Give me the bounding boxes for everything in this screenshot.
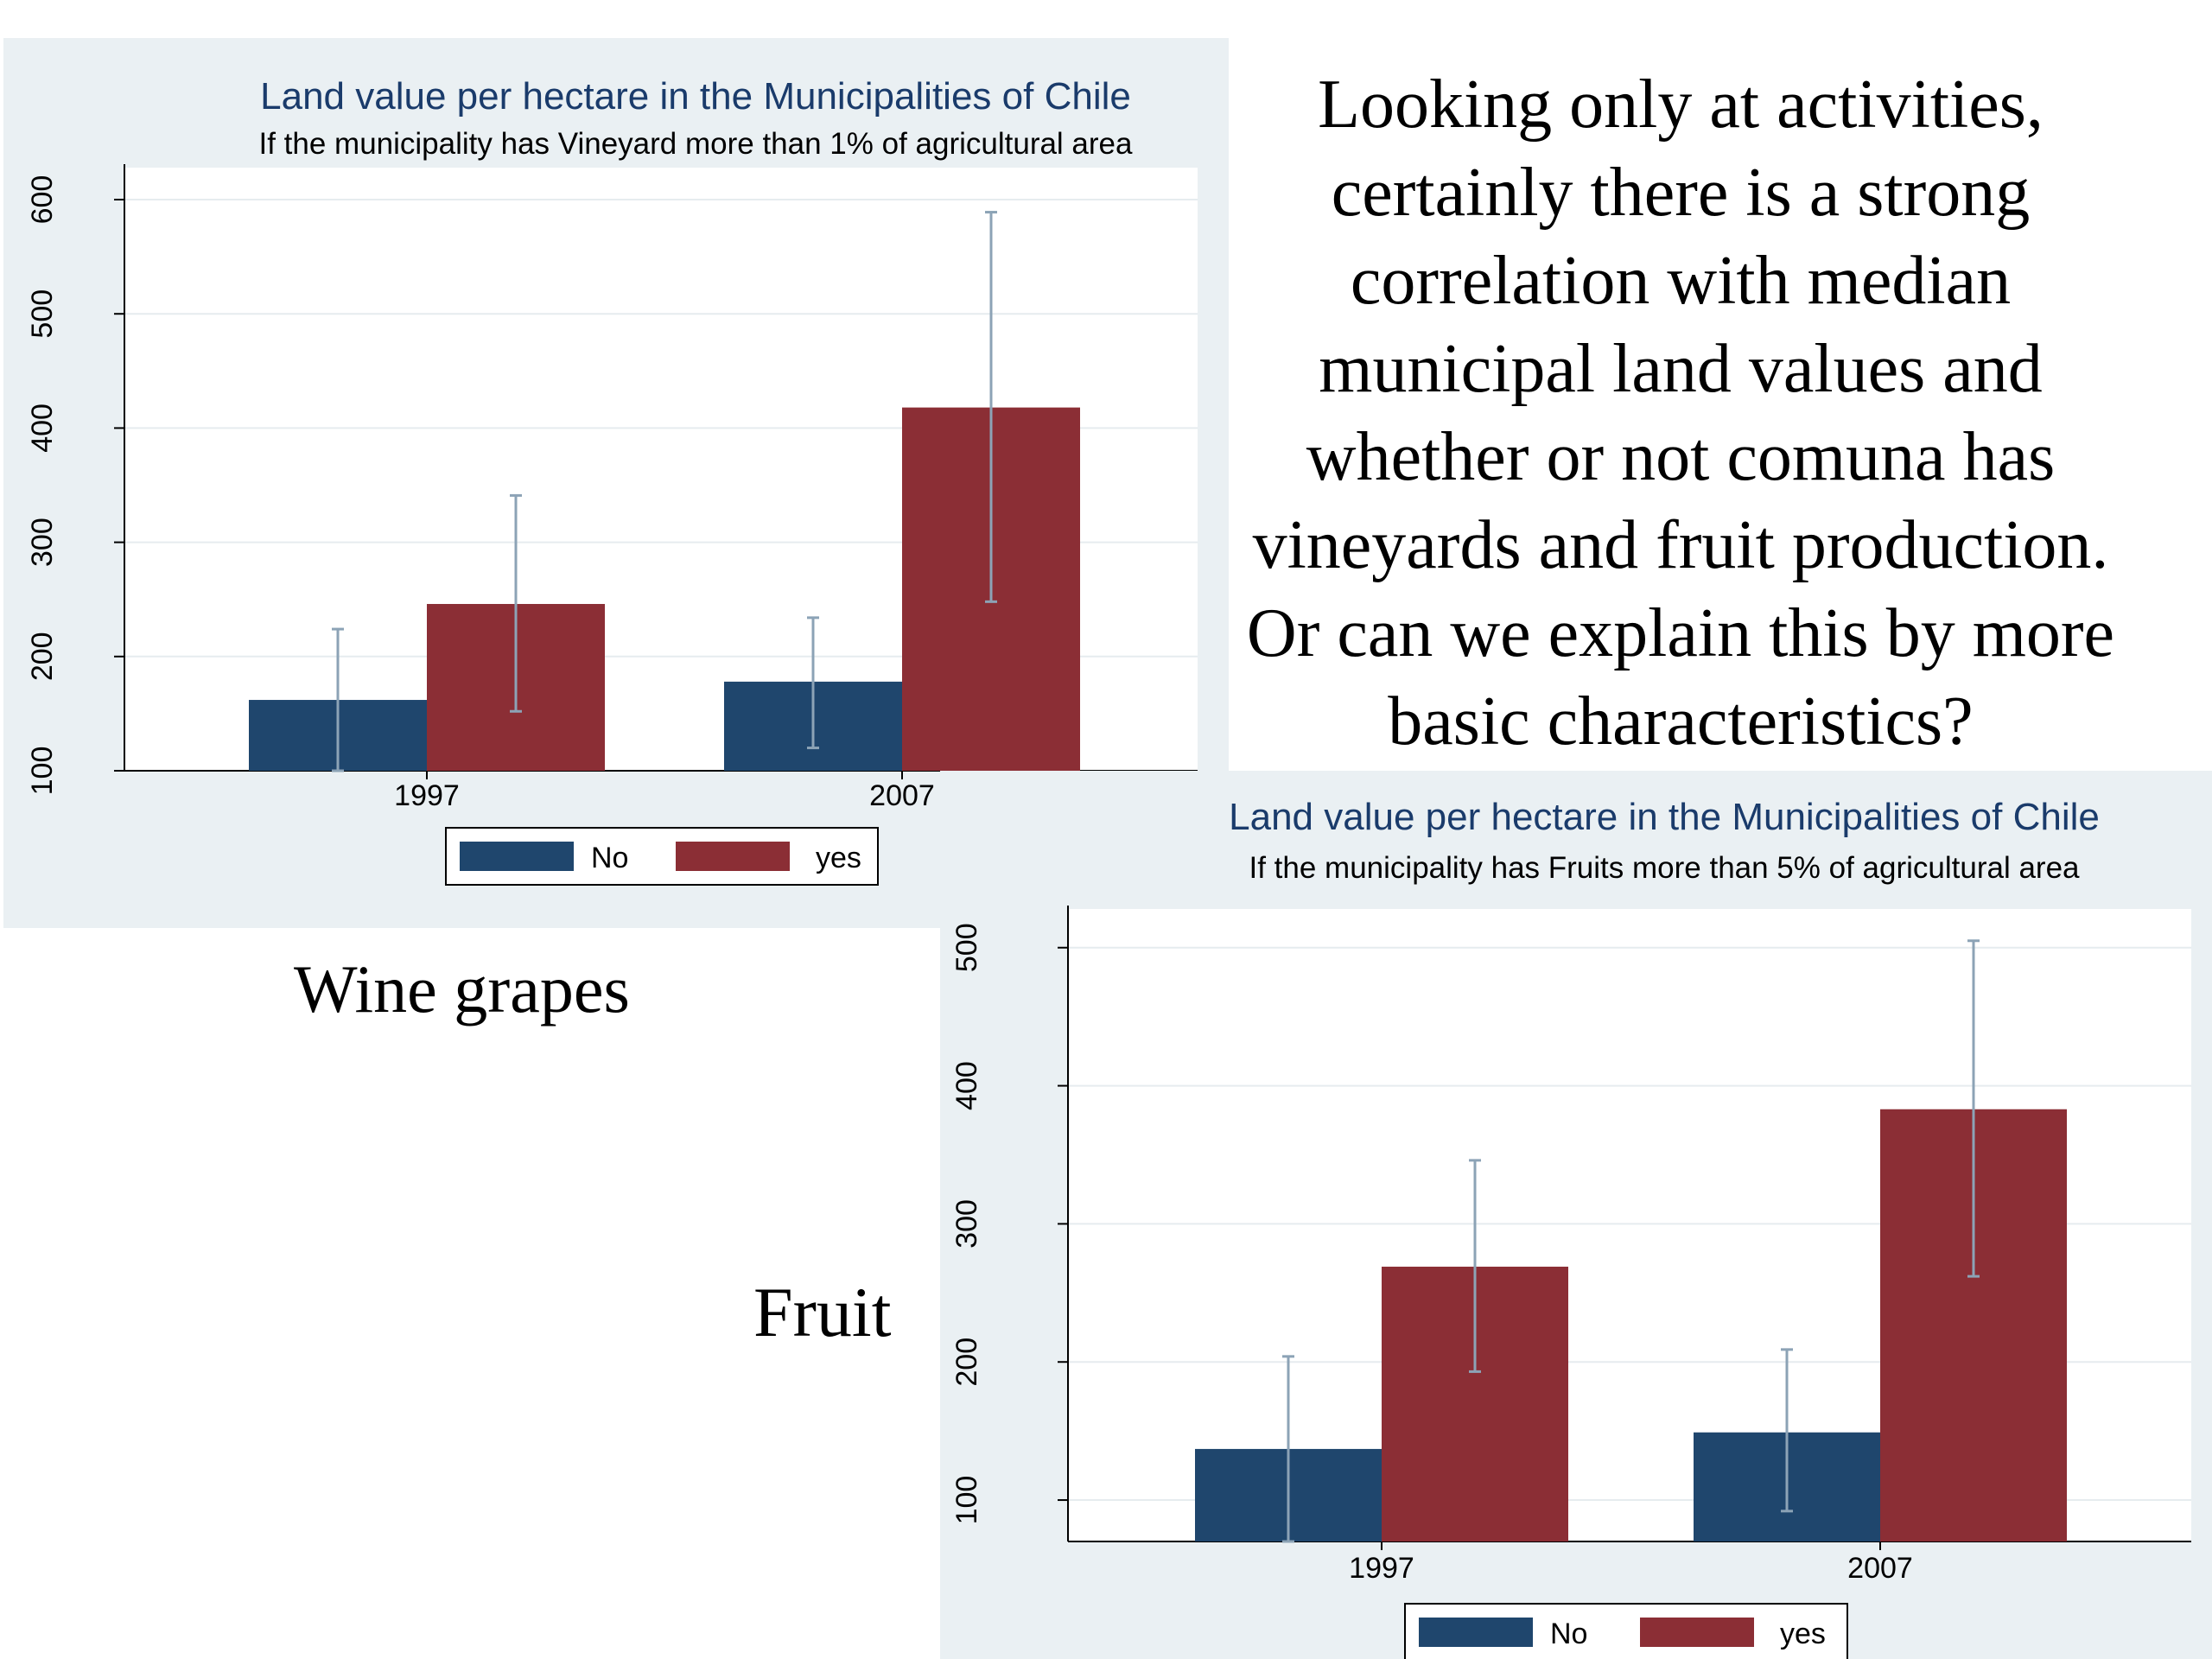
y-tick-label: 200	[950, 1338, 983, 1387]
legend-label: yes	[816, 842, 861, 874]
y-tick-label: 100	[950, 1476, 983, 1525]
y-tick-label: 600	[26, 175, 59, 225]
legend-swatch	[460, 842, 574, 871]
wine-chart-svg: Land value per hectare in the Municipali…	[26, 75, 1198, 886]
chart-title: Land value per hectare in the Municipali…	[260, 75, 1131, 118]
legend-swatch	[1640, 1618, 1754, 1647]
y-tick-label: 500	[26, 289, 59, 339]
legend-label: yes	[1780, 1618, 1826, 1650]
x-tick-label: 1997	[1349, 1552, 1414, 1585]
fruit-chart: Land value per hectare in the Municipali…	[940, 771, 2212, 1659]
legend-swatch	[1419, 1618, 1533, 1647]
legend-label: No	[591, 842, 628, 874]
x-tick-label: 2007	[869, 779, 935, 812]
y-tick-label: 400	[26, 404, 59, 453]
y-tick-label: 300	[26, 518, 59, 567]
chart-subtitle: If the municipality has Fruits more than…	[1249, 851, 2081, 885]
chart-subtitle: If the municipality has Vineyard more th…	[258, 127, 1133, 161]
wine-grapes-chart: Land value per hectare in the Municipali…	[3, 38, 1229, 928]
y-tick-label: 500	[950, 923, 983, 972]
fruit-chart-svg: Land value per hectare in the Municipali…	[950, 796, 2191, 1659]
y-tick-label: 400	[950, 1061, 983, 1110]
fruit-label: Fruit	[753, 1273, 892, 1351]
y-tick-label: 200	[26, 632, 59, 681]
y-tick-label: 300	[950, 1199, 983, 1249]
legend-label: No	[1550, 1618, 1587, 1650]
legend-swatch	[676, 842, 790, 871]
wine-grapes-label: Wine grapes	[294, 951, 630, 1027]
slide-body-text: Looking only at activities, certainly th…	[1246, 67, 2115, 760]
chart-title: Land value per hectare in the Municipali…	[1229, 796, 2100, 838]
x-tick-label: 2007	[1847, 1552, 1913, 1585]
x-tick-label: 1997	[394, 779, 460, 812]
y-tick-label: 100	[26, 747, 59, 796]
